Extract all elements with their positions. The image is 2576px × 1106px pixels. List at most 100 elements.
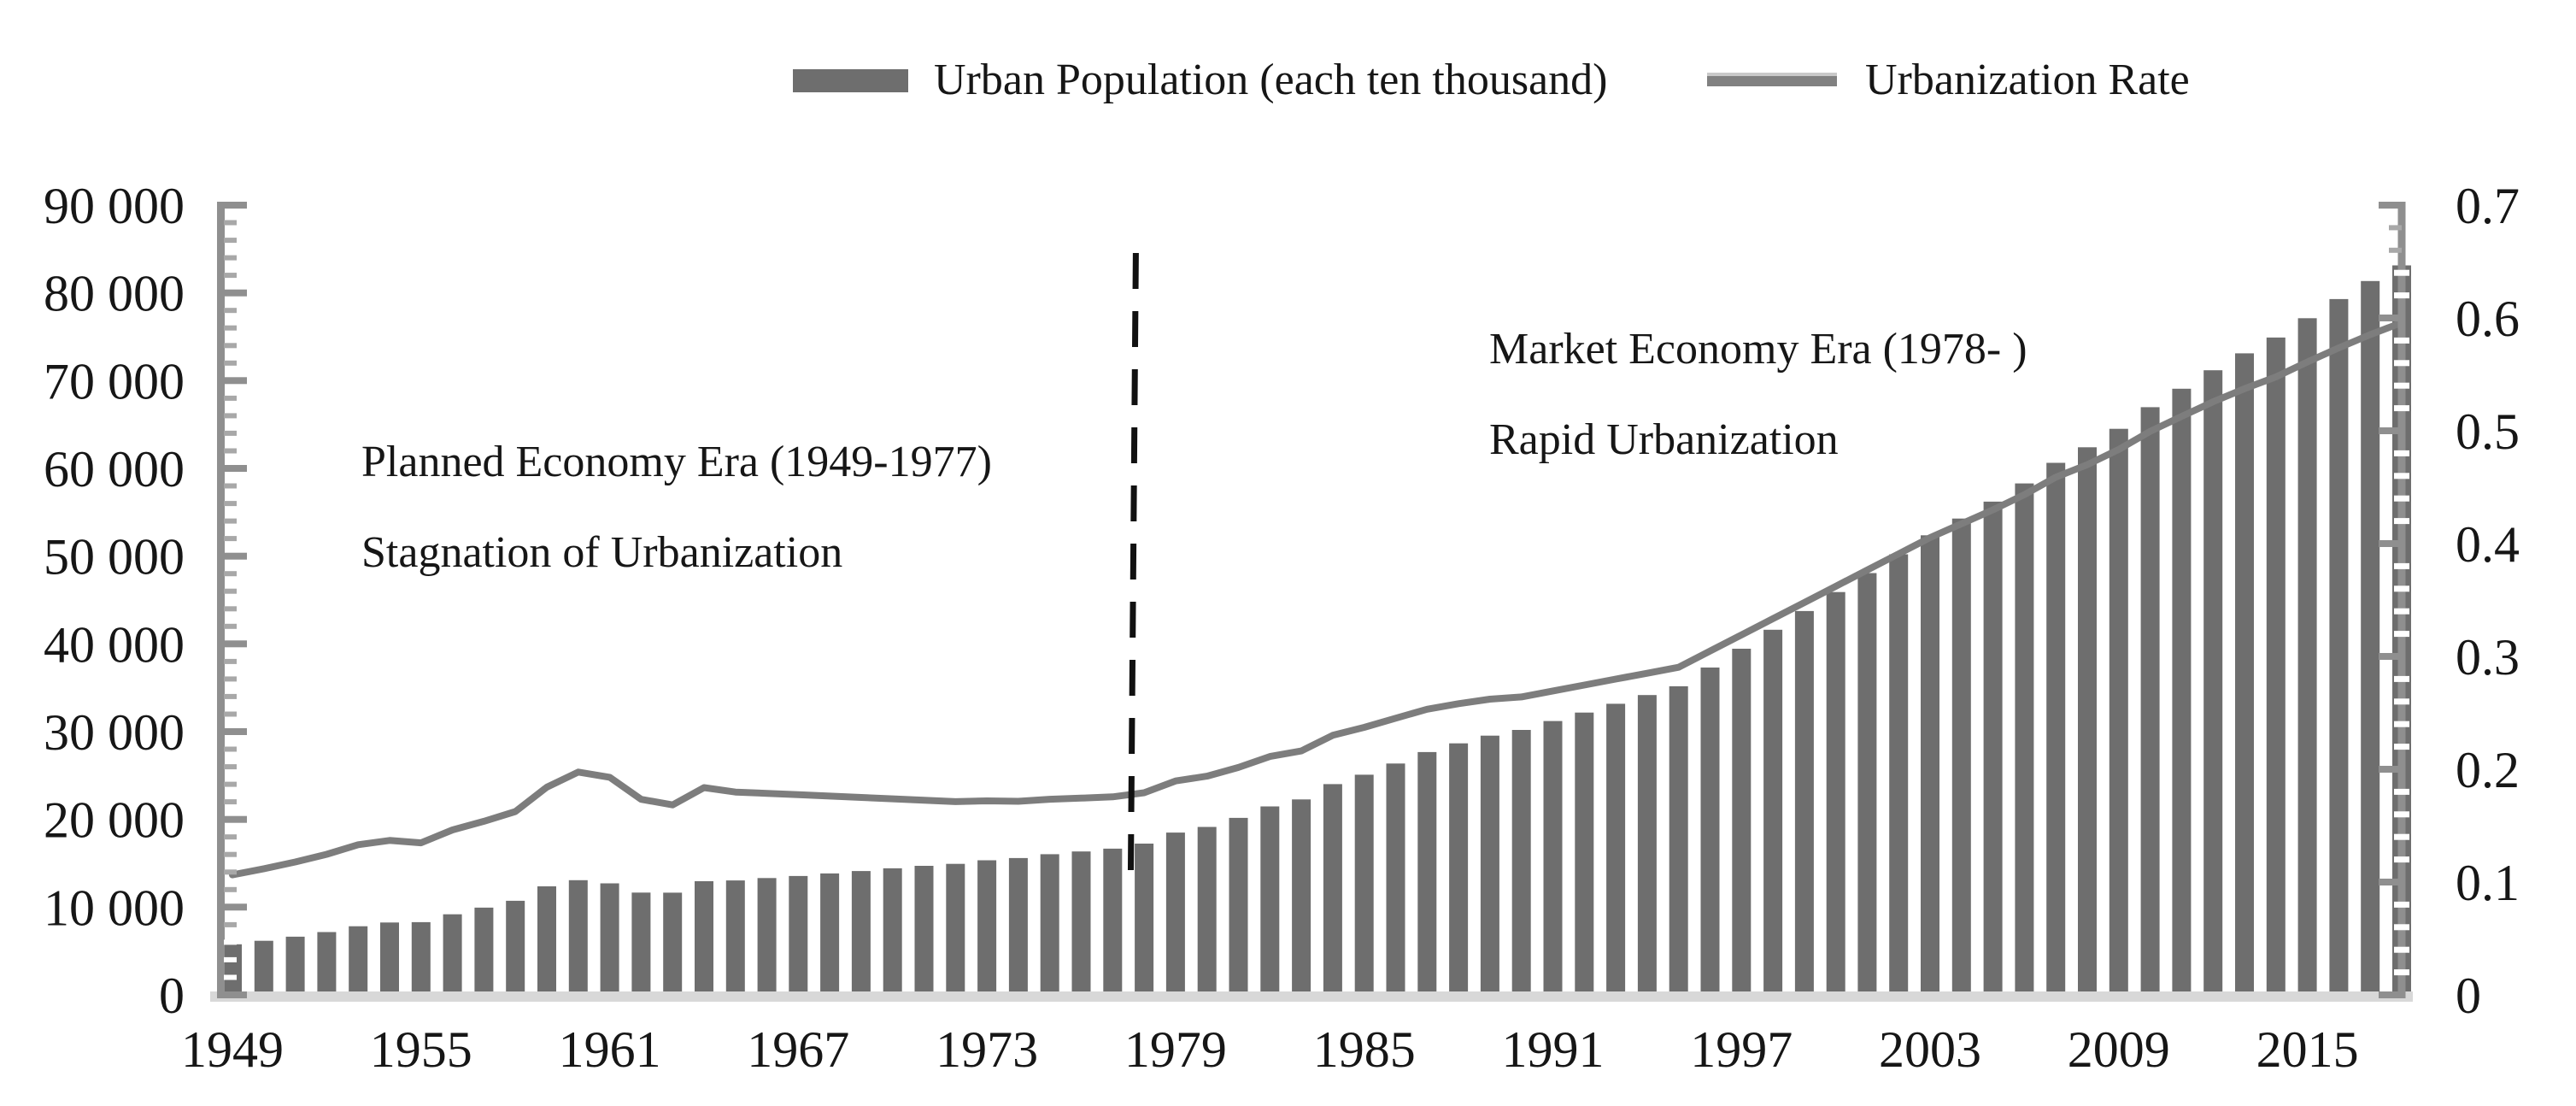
right-minor-tick — [2394, 901, 2409, 908]
left-axis-tick-label: 30 000 — [44, 704, 185, 761]
left-minor-tick — [224, 413, 237, 419]
bar-1998 — [1763, 629, 1783, 995]
right-minor-tick — [2394, 360, 2409, 367]
left-minor-tick — [224, 343, 237, 349]
bar-1961 — [600, 883, 619, 995]
legend-line-swatch-icon — [1707, 73, 1837, 86]
legend-bar-swatch-icon — [793, 69, 908, 92]
right-axis-tick-label: 0 — [2456, 968, 2481, 1024]
right-minor-tick — [2394, 450, 2409, 456]
left-minor-tick — [224, 869, 237, 875]
left-major-tick — [224, 289, 247, 297]
legend-line-label: Urbanization Rate — [1865, 56, 2190, 104]
bar-1990 — [1511, 730, 1531, 995]
right-minor-tick — [2394, 833, 2409, 840]
bar-1978 — [1135, 844, 1154, 995]
left-minor-tick — [224, 676, 237, 682]
x-axis-tick-label: 2003 — [1879, 1021, 1981, 1078]
right-axis-line — [2397, 202, 2406, 998]
left-axis-tick-label: 10 000 — [44, 880, 185, 936]
bar-1958 — [506, 900, 525, 995]
left-minor-tick — [224, 781, 237, 787]
bar-2006 — [2015, 483, 2034, 995]
left-minor-tick — [224, 325, 237, 331]
x-axis-tick-label: 1979 — [1124, 1021, 1227, 1078]
x-axis-tick-label: 1985 — [1313, 1021, 1416, 1078]
left-axis-tick-label: 0 — [159, 968, 185, 1024]
bar-1976 — [1071, 851, 1091, 995]
bar-1991 — [1543, 721, 1563, 995]
left-minor-tick — [224, 974, 237, 980]
bar-1951 — [285, 936, 305, 995]
right-minor-tick — [2394, 924, 2409, 931]
left-minor-tick — [224, 360, 237, 366]
bar-1983 — [1292, 799, 1311, 995]
left-major-tick — [224, 903, 247, 911]
left-minor-tick — [224, 851, 237, 857]
left-minor-tick — [224, 956, 237, 962]
left-axis-tick-label: 20 000 — [44, 792, 185, 849]
right-axis-tick-label: 0.3 — [2456, 629, 2520, 685]
right-minor-tick — [2394, 292, 2409, 299]
right-major-tick — [2379, 315, 2402, 321]
x-axis-tick-label: 1991 — [1502, 1021, 1605, 1078]
bar-2004 — [1951, 518, 1971, 995]
left-minor-tick — [224, 746, 237, 752]
x-axis-tick-label: 1973 — [936, 1021, 1038, 1078]
x-axis-labels: 1949 1955 1961 1967 1973 1979 1985 1991 1997 2003… — [181, 1021, 2359, 1078]
left-minor-tick — [224, 571, 237, 577]
bar-1995 — [1669, 685, 1688, 995]
bar-2003 — [1921, 535, 1939, 995]
bar-1957 — [474, 907, 494, 995]
bar-1992 — [1575, 712, 1594, 995]
left-major-tick — [224, 202, 247, 209]
left-axis-tick-label: 70 000 — [44, 353, 185, 409]
right-minor-tick — [2394, 856, 2409, 863]
right-major-tick — [2379, 427, 2402, 434]
left-minor-tick — [224, 711, 237, 717]
bar-1987 — [1417, 751, 1437, 995]
legend-bar-label: Urban Population (each ten thousand) — [934, 56, 1608, 104]
left-minor-tick — [224, 448, 237, 454]
left-minor-tick — [224, 238, 237, 244]
left-major-tick — [224, 640, 247, 648]
bar-1967 — [789, 875, 808, 995]
bar-2012 — [2203, 370, 2223, 995]
urbanization-rate-line — [229, 319, 2405, 879]
bar-1999 — [1794, 610, 1814, 995]
bar-2015 — [2297, 318, 2317, 995]
left-major-tick — [224, 728, 247, 735]
x-axis-tick-label: 1997 — [1690, 1021, 1793, 1078]
bar-1977 — [1103, 848, 1123, 995]
right-major-tick — [2379, 879, 2402, 885]
right-axis-tick-label: 0.4 — [2456, 516, 2520, 573]
bar-1960 — [568, 880, 588, 995]
bar-1968 — [820, 873, 840, 995]
right-minor-tick — [2394, 946, 2409, 953]
left-minor-tick — [224, 501, 237, 507]
bar-1971 — [914, 866, 934, 995]
right-minor-tick — [2394, 405, 2409, 412]
annotation-market-era: Market Economy Era (1978- ) Rapid Urbani… — [1489, 304, 2027, 485]
bar-1980 — [1197, 827, 1217, 995]
bar-1963 — [663, 892, 683, 995]
bar-2014 — [2266, 337, 2286, 995]
bar-1997 — [1732, 649, 1752, 995]
bar-1974 — [1008, 857, 1028, 995]
left-minor-tick — [224, 693, 237, 699]
right-minor-tick — [2394, 788, 2409, 795]
right-minor-tick — [2394, 721, 2409, 727]
right-major-tick — [2379, 991, 2402, 998]
right-axis: 0 0.1 0.2 0.3 0.4 0.5 0.6 0.7 — [2379, 178, 2520, 1024]
bar-2008 — [2078, 447, 2097, 995]
bar-1972 — [946, 863, 965, 995]
right-minor-tick — [2394, 382, 2409, 389]
annotation-planned-era: Planned Economy Era (1949-1977) Stagnati… — [361, 417, 992, 598]
annotation-planned-era-line2: Stagnation of Urbanization — [361, 528, 843, 577]
bar-1964 — [695, 881, 713, 995]
left-major-tick — [224, 991, 247, 998]
right-minor-tick — [2394, 473, 2409, 479]
right-minor-tick — [2394, 675, 2409, 682]
right-minor-tick — [2394, 608, 2409, 615]
bar-1949 — [223, 944, 242, 995]
